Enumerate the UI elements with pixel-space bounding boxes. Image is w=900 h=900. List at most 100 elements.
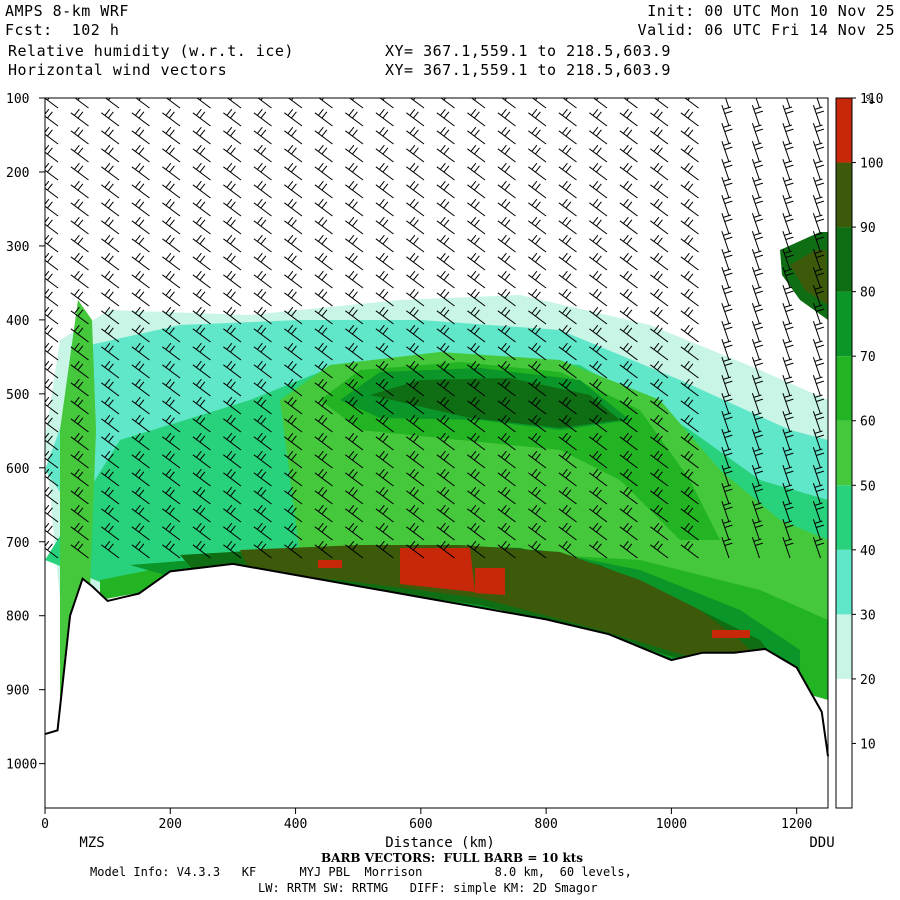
wind-barb-flag [135, 342, 141, 350]
wind-barb-flag [287, 396, 294, 404]
wind-barb-flag [199, 489, 206, 497]
wind-barb-flag [135, 91, 140, 97]
wind-barb-flag [291, 489, 297, 497]
wind-barb-flag [653, 522, 660, 530]
wind-barb-flag [531, 234, 538, 242]
wind-barb [558, 292, 577, 307]
wind-barb-flag [104, 216, 111, 224]
wind-barb-flag [816, 398, 825, 402]
wind-barb [162, 292, 181, 307]
wind-barb-flag [321, 525, 328, 533]
wind-barb-flag [199, 381, 206, 389]
colorbar-label: 10 [860, 737, 876, 752]
wind-barb [558, 400, 577, 415]
wind-barb [70, 256, 89, 271]
wind-barb-flag [784, 466, 793, 470]
wind-barb-flag [816, 218, 825, 222]
wind-barb [619, 454, 638, 469]
wind-barb-flag [138, 98, 142, 101]
wind-barb-flag [687, 399, 694, 407]
wind-barb [223, 490, 242, 505]
wind-barb-flag [755, 398, 764, 402]
wind-barb-flag [379, 288, 385, 296]
wind-barb [223, 508, 242, 523]
wind-barb-flag [504, 98, 508, 101]
colorbar-label: 70 [860, 350, 876, 365]
rh-field [45, 91, 828, 720]
wind-barb-flag [321, 327, 328, 335]
wind-barb-flag [623, 396, 629, 404]
wind-barb-flag [226, 126, 233, 134]
wind-barb-flag [626, 165, 633, 173]
wind-barb [650, 328, 669, 343]
wind-barb-flag [45, 378, 50, 385]
wind-barb-flag [321, 507, 328, 515]
wind-barb-flag [104, 450, 111, 458]
wind-barb-flag [104, 198, 111, 206]
wind-barb [45, 475, 59, 487]
wind-barb-flag [755, 362, 764, 366]
wind-barb-flag [470, 306, 477, 314]
wind-barb-flag [593, 91, 598, 97]
wind-barb-flag [257, 288, 263, 296]
wind-barb-flag [816, 524, 825, 528]
wind-barb-flag [165, 342, 172, 350]
wind-barb [528, 166, 547, 181]
wind-barb-flag [724, 290, 733, 294]
wind-barb-flag [814, 430, 823, 434]
wind-barb [101, 112, 120, 127]
wind-barb-flag [784, 538, 793, 542]
wind-barb-flag [230, 417, 236, 425]
wind-barb-flag [816, 182, 825, 186]
wind-barb-flag [382, 399, 389, 407]
wind-barb [406, 472, 425, 487]
wind-barb-flag [596, 273, 602, 281]
wind-barb-flag [379, 414, 385, 422]
y-tick-label: 400 [6, 314, 29, 329]
wind-barb [314, 526, 333, 541]
wind-barb [497, 544, 516, 559]
wind-barb [131, 508, 150, 523]
wind-barb-flag [77, 453, 84, 461]
wind-barb-flag [755, 452, 764, 456]
wind-barb-flag [260, 381, 267, 389]
plot-frame [44, 97, 829, 809]
wind-barb-flag [287, 108, 294, 116]
wind-barb-flag [47, 363, 53, 371]
wind-barb-flag [409, 486, 416, 494]
wind-barb-flag [287, 342, 294, 350]
wind-barb-flag [784, 124, 793, 128]
model-title: AMPS 8-km WRF [5, 2, 129, 20]
wind-barb-flag [108, 273, 114, 281]
wind-barb [751, 375, 760, 397]
wind-barb-flag [784, 304, 793, 308]
wind-barb-flag [318, 198, 324, 206]
wind-barb [812, 465, 821, 487]
wind-barb-flag [257, 360, 263, 368]
wind-barb [131, 148, 150, 163]
wind-barb [45, 259, 59, 271]
wind-barb-flag [755, 542, 764, 546]
wind-barb-flag [753, 394, 762, 398]
wind-barb-flag [135, 378, 141, 386]
wind-barb-flag [474, 417, 480, 425]
wind-barb-flag [562, 144, 568, 152]
wind-barb [558, 310, 577, 325]
wind-barb-flag [165, 414, 172, 422]
wind-barb [70, 400, 89, 415]
wind-barb [162, 454, 181, 469]
wind-barb-flag [753, 196, 762, 200]
wind-barb-flag [723, 124, 732, 128]
wind-barb-flag [755, 344, 764, 348]
wind-barb [721, 375, 730, 397]
wind-barb-flag [440, 522, 446, 530]
wind-barb-flag [784, 412, 793, 416]
wind-barb [406, 202, 425, 217]
wind-barb-flag [443, 237, 450, 245]
wind-barb [751, 177, 760, 199]
wind-barb-flag [623, 234, 629, 242]
wind-barb-flag [379, 504, 385, 512]
wind-barb-flag [592, 216, 599, 224]
wind-barb [721, 429, 730, 451]
wind-barb-flag [443, 183, 450, 191]
